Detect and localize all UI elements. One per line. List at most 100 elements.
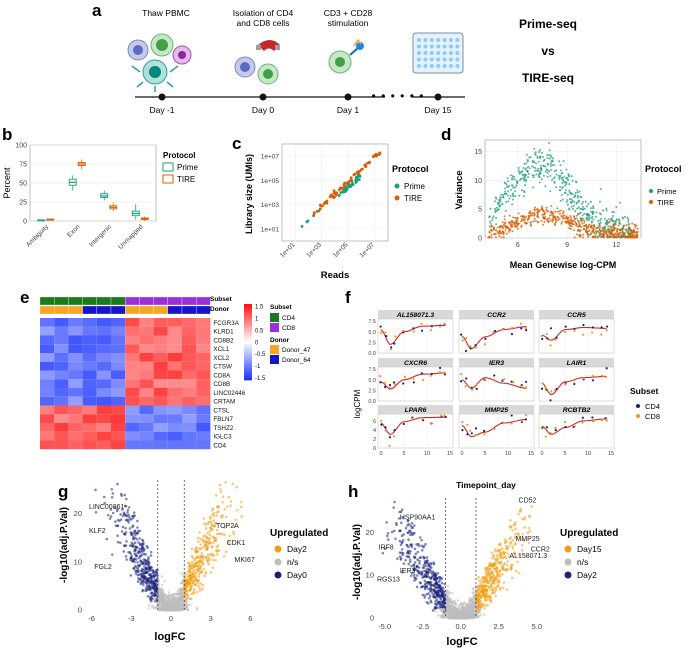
point-up <box>240 505 243 509</box>
point-prime <box>589 200 592 203</box>
point-down <box>430 566 433 570</box>
point-prime <box>525 178 528 181</box>
point-tire <box>592 231 595 234</box>
point-up <box>486 594 490 598</box>
x-tick-label: 0 <box>540 451 543 457</box>
point-down <box>415 574 419 577</box>
point-cd4 <box>564 325 567 328</box>
point-up <box>222 555 226 558</box>
x-tick-label: 9 <box>565 242 569 249</box>
plot-area-h <box>377 498 549 618</box>
point-down <box>433 573 437 577</box>
point-tire <box>498 235 501 238</box>
point-cd4 <box>520 327 523 330</box>
point-cd8 <box>483 433 486 436</box>
point-up <box>504 544 508 548</box>
point-tire <box>349 176 353 180</box>
point-prime <box>533 161 536 164</box>
point-tire <box>615 236 618 239</box>
color-scale-step <box>244 332 252 335</box>
point-ns <box>471 591 475 595</box>
point-prime <box>576 207 579 210</box>
point-ns <box>157 597 161 600</box>
facet-plot-area <box>458 366 535 402</box>
point-ns <box>450 601 453 604</box>
point-cd8 <box>519 384 522 387</box>
point-prime <box>504 190 507 193</box>
point-cd8 <box>384 331 387 334</box>
point-up <box>495 553 499 557</box>
annotation-subset-cell <box>139 296 154 306</box>
point-ns <box>180 590 184 594</box>
point-down <box>105 537 109 541</box>
plate-well <box>455 38 460 42</box>
point-cd4 <box>510 332 514 336</box>
point-down <box>412 573 416 577</box>
point-prime <box>517 169 520 172</box>
point-up <box>189 575 192 578</box>
point-prime <box>550 168 553 171</box>
heatmap-cell <box>153 405 168 415</box>
point-tire <box>552 218 555 221</box>
point-cd8 <box>554 426 557 429</box>
point-down <box>410 564 413 568</box>
point-down <box>156 577 159 580</box>
point-up <box>514 527 517 531</box>
heatmap-cell <box>111 405 126 415</box>
point-prime <box>512 192 515 195</box>
heatmap-cell <box>68 353 83 362</box>
point-down <box>431 572 434 576</box>
point-down <box>381 551 385 555</box>
point-tire <box>365 161 369 165</box>
point-up <box>479 582 482 586</box>
plate-well <box>429 57 434 62</box>
timeline-dot <box>259 93 267 101</box>
point-ns <box>160 588 163 592</box>
panel-label-f: f <box>345 288 351 307</box>
point-down <box>140 553 144 557</box>
point-cd4 <box>555 336 558 339</box>
point-down <box>123 532 126 535</box>
point-prime <box>587 235 590 238</box>
legend-key-ns <box>274 558 282 566</box>
point-cd8 <box>394 335 397 338</box>
point-tire <box>515 217 518 220</box>
point-prime <box>612 211 615 214</box>
heatmap-cell <box>96 326 111 336</box>
point-down <box>141 583 145 587</box>
point-prime <box>531 165 534 168</box>
plate-well <box>423 38 428 42</box>
point-prime <box>495 206 498 209</box>
point-up <box>191 567 194 571</box>
point-prime <box>498 199 501 202</box>
point-prime <box>518 194 521 197</box>
point-prime <box>505 183 508 186</box>
color-scale-step <box>244 314 252 317</box>
heatmap-cell <box>196 431 211 441</box>
point-tire <box>557 219 560 222</box>
point-up <box>495 558 499 562</box>
heatmap-cell <box>111 440 126 450</box>
point-tire <box>599 234 602 237</box>
heatmap-cell <box>82 405 97 415</box>
point-prime <box>300 224 304 228</box>
point-cd4 <box>392 381 396 384</box>
point-tire <box>581 236 584 239</box>
point-down <box>385 534 389 538</box>
heatmap-cell <box>153 361 168 371</box>
point-tire <box>360 167 364 171</box>
point-up <box>489 588 492 592</box>
point-prime <box>549 154 552 157</box>
point-down <box>133 549 136 553</box>
point-tire <box>502 236 505 239</box>
heatmap-cell <box>54 344 69 353</box>
annotation-donor-cell <box>181 305 197 315</box>
point-tire <box>537 216 540 219</box>
point-up <box>485 581 489 584</box>
point-ns <box>444 593 448 597</box>
plate-well <box>455 57 460 62</box>
point-down <box>423 579 426 583</box>
point-cd8 <box>475 383 478 386</box>
point-tire <box>541 208 544 211</box>
plate-well <box>442 38 447 42</box>
